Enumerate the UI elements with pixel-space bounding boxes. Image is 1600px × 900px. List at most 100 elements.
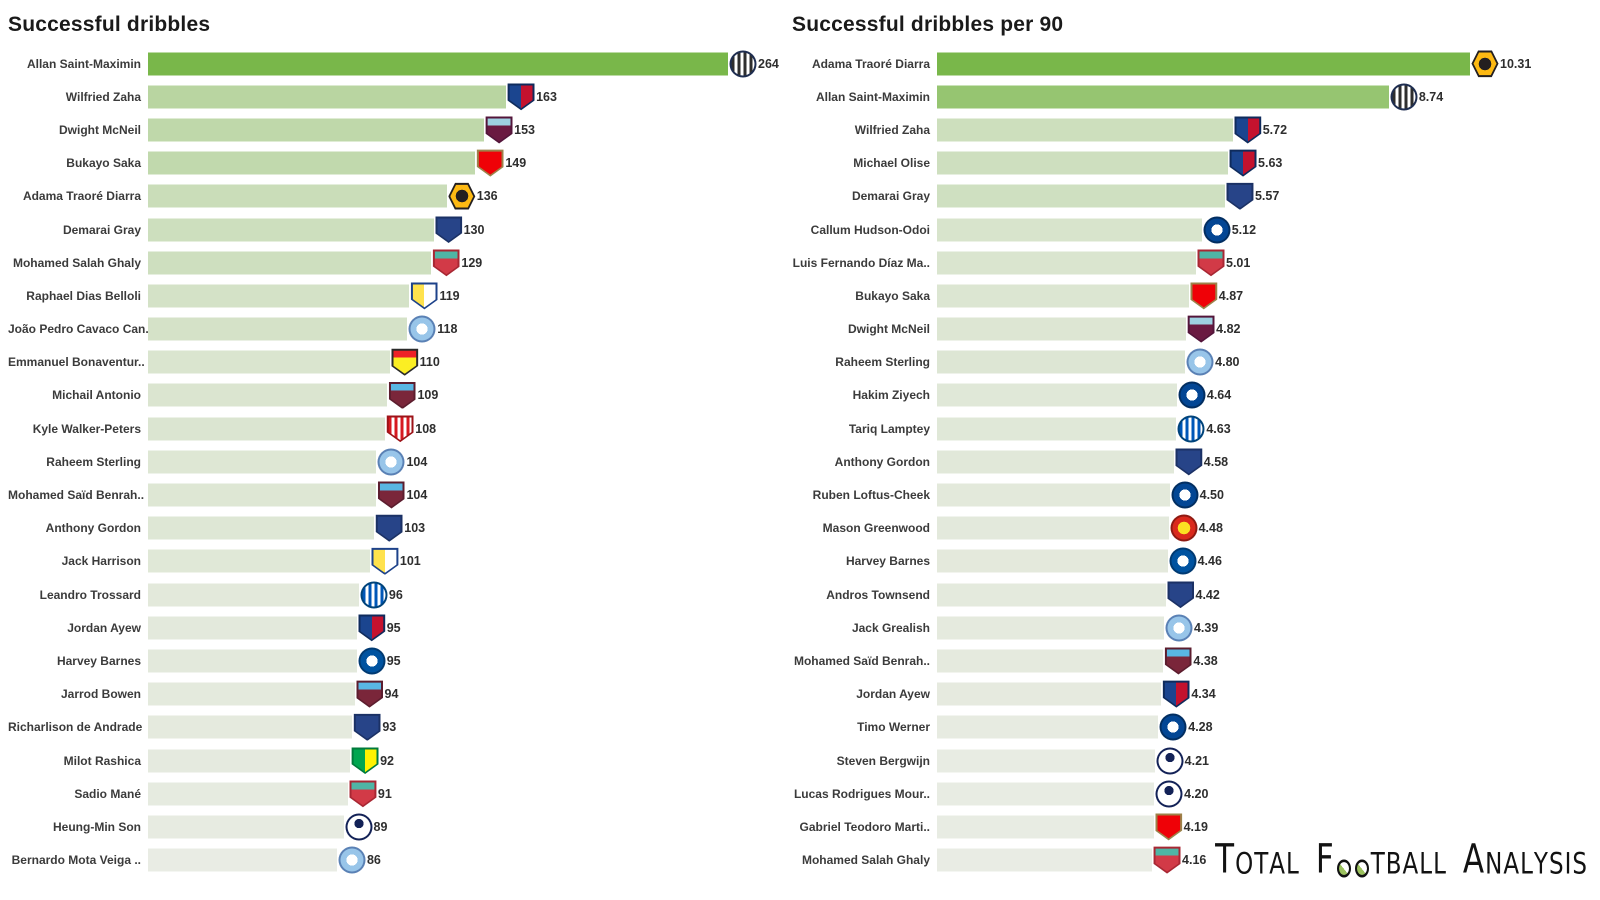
sou-club-badge-icon[interactable]	[386, 415, 414, 443]
dribbles-bar[interactable]	[937, 85, 1389, 109]
dribbles-bar[interactable]	[937, 815, 1154, 839]
dribbles-bar[interactable]	[937, 52, 1470, 76]
dribbles-bar[interactable]	[937, 184, 1225, 208]
whu-club-badge-icon[interactable]	[356, 680, 383, 708]
eve-club-badge-icon[interactable]	[375, 514, 403, 542]
mci-club-badge-icon[interactable]	[1186, 348, 1214, 376]
ars-club-badge-icon[interactable]	[476, 149, 504, 177]
liv-club-badge-icon[interactable]	[1197, 249, 1225, 277]
tot-club-badge-icon[interactable]	[1156, 747, 1184, 775]
mci-club-badge-icon[interactable]	[338, 846, 366, 874]
liv-club-badge-icon[interactable]	[349, 780, 377, 808]
dribbles-bar[interactable]	[148, 483, 377, 507]
cry-club-badge-icon[interactable]	[1234, 116, 1262, 144]
che-club-badge-icon[interactable]	[1203, 216, 1231, 244]
dribbles-bar[interactable]	[148, 715, 353, 739]
whu-club-badge-icon[interactable]	[377, 481, 405, 509]
dribbles-bar[interactable]	[937, 284, 1189, 308]
wat-club-badge-icon[interactable]	[391, 348, 419, 376]
dribbles-bar[interactable]	[937, 350, 1186, 374]
lee-club-badge-icon[interactable]	[410, 282, 438, 310]
eve-club-badge-icon[interactable]	[435, 216, 463, 244]
dribbles-bar[interactable]	[937, 848, 1153, 872]
dribbles-bar[interactable]	[148, 350, 390, 374]
ars-club-badge-icon[interactable]	[1155, 813, 1183, 841]
dribbles-bar[interactable]	[937, 218, 1202, 242]
dribbles-bar[interactable]	[148, 682, 355, 706]
dribbles-bar[interactable]	[937, 616, 1164, 640]
wol-club-badge-icon[interactable]	[448, 182, 476, 210]
cry-club-badge-icon[interactable]	[358, 614, 386, 642]
dribbles-bar[interactable]	[148, 85, 507, 109]
dribbles-bar[interactable]	[148, 616, 357, 640]
tot-club-badge-icon[interactable]	[345, 813, 373, 841]
dribbles-bar[interactable]	[937, 450, 1174, 474]
dribbles-bar[interactable]	[937, 782, 1155, 806]
dribbles-bar[interactable]	[937, 118, 1233, 142]
new-club-badge-icon[interactable]	[1390, 83, 1418, 111]
dribbles-bar[interactable]	[148, 218, 434, 242]
cry-club-badge-icon[interactable]	[1229, 149, 1257, 177]
dribbles-bar[interactable]	[937, 151, 1229, 175]
mci-club-badge-icon[interactable]	[377, 448, 405, 476]
dribbles-bar[interactable]	[148, 516, 375, 540]
cry-club-badge-icon[interactable]	[507, 83, 535, 111]
dribbles-bar[interactable]	[148, 284, 410, 308]
dribbles-bar[interactable]	[148, 184, 447, 208]
dribbles-bar[interactable]	[937, 715, 1159, 739]
whu-club-badge-icon[interactable]	[1164, 647, 1192, 675]
lei-club-badge-icon[interactable]	[1169, 547, 1197, 575]
bha-club-badge-icon[interactable]	[1177, 415, 1205, 443]
che-club-badge-icon[interactable]	[1171, 481, 1199, 509]
dribbles-bar[interactable]	[148, 782, 348, 806]
dribbles-bar[interactable]	[148, 549, 370, 573]
lee-club-badge-icon[interactable]	[371, 547, 399, 575]
dribbles-bar[interactable]	[148, 749, 351, 773]
dribbles-bar[interactable]	[148, 118, 485, 142]
bur-club-badge-icon[interactable]	[1187, 315, 1215, 343]
tot-club-badge-icon[interactable]	[1155, 780, 1183, 808]
dribbles-bar[interactable]	[937, 317, 1187, 341]
dribbles-bar[interactable]	[148, 317, 408, 341]
mci-club-badge-icon[interactable]	[408, 315, 436, 343]
dribbles-bar[interactable]	[937, 516, 1169, 540]
dribbles-bar[interactable]	[937, 417, 1177, 441]
liv-club-badge-icon[interactable]	[432, 249, 460, 277]
dribbles-bar[interactable]	[937, 649, 1164, 673]
dribbles-bar[interactable]	[148, 151, 476, 175]
dribbles-bar[interactable]	[148, 649, 357, 673]
dribbles-bar[interactable]	[937, 682, 1162, 706]
dribbles-bar[interactable]	[937, 749, 1155, 773]
dribbles-bar[interactable]	[148, 450, 377, 474]
bha-club-badge-icon[interactable]	[360, 581, 388, 609]
mci-club-badge-icon[interactable]	[1165, 614, 1193, 642]
ars-club-badge-icon[interactable]	[1190, 282, 1218, 310]
eve-club-badge-icon[interactable]	[353, 713, 381, 741]
dribbles-bar[interactable]	[937, 583, 1166, 607]
whu-club-badge-icon[interactable]	[388, 381, 416, 409]
liv-club-badge-icon[interactable]	[1153, 846, 1181, 874]
dribbles-bar[interactable]	[937, 483, 1170, 507]
dribbles-bar[interactable]	[937, 549, 1168, 573]
bur-club-badge-icon[interactable]	[485, 116, 513, 144]
new-club-badge-icon[interactable]	[729, 50, 757, 78]
che-club-badge-icon[interactable]	[1159, 713, 1187, 741]
eve-club-badge-icon[interactable]	[1175, 448, 1203, 476]
dribbles-bar[interactable]	[148, 251, 432, 275]
eve-club-badge-icon[interactable]	[1226, 182, 1254, 210]
dribbles-bar[interactable]	[937, 251, 1196, 275]
nor-club-badge-icon[interactable]	[351, 747, 379, 775]
dribbles-bar[interactable]	[148, 417, 386, 441]
eve-club-badge-icon[interactable]	[1167, 581, 1194, 609]
mun-club-badge-icon[interactable]	[1170, 514, 1198, 542]
che-club-badge-icon[interactable]	[1178, 381, 1206, 409]
dribbles-bar[interactable]	[148, 583, 359, 607]
cry-club-badge-icon[interactable]	[1162, 680, 1190, 708]
dribbles-bar[interactable]	[148, 815, 344, 839]
dribbles-bar[interactable]	[148, 52, 728, 76]
dribbles-bar[interactable]	[148, 383, 388, 407]
wol-club-badge-icon[interactable]	[1471, 50, 1499, 78]
dribbles-bar[interactable]	[148, 848, 337, 872]
dribbles-bar[interactable]	[937, 383, 1177, 407]
lei-club-badge-icon[interactable]	[358, 647, 386, 675]
